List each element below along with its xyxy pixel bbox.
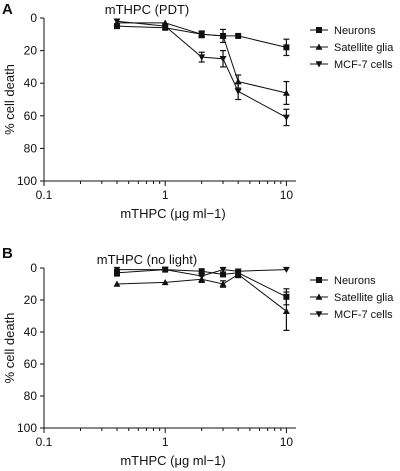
panel-b-legend: Neurons Satellite glia MCF-7 cells <box>310 275 394 321</box>
panel-a-series-mcf-7-cells-point <box>219 55 227 63</box>
panel-b-y-tick-label: 40 <box>24 325 38 339</box>
panel-a-y-axis-label: % cell death <box>2 64 17 135</box>
panel-a-series-mcf-7-cells <box>113 18 290 127</box>
panel-b-x-axis-label: mTHPC (μg ml−1) <box>120 453 225 468</box>
panel-b-y-tick-label: 0 <box>30 261 37 275</box>
panel-a-series-mcf-7-cells-point <box>198 54 206 61</box>
panel-b-series-mcf-7-cells-line <box>116 269 287 277</box>
panel-a-series-mcf-7-cells-line <box>116 20 287 118</box>
panel-a-series-mcf-7-cells-point <box>282 114 290 121</box>
panel-a-y-tick-label: 80 <box>24 141 38 155</box>
panel-a-y-tick-label: 60 <box>24 109 38 123</box>
panel-a-y-tick-label: 100 <box>17 174 37 188</box>
panel-a-series-satellite-glia-point <box>282 89 290 96</box>
panel-b-x-tick-label: 0.1 <box>36 435 53 449</box>
panel-b-series-satellite-glia-line <box>116 273 287 312</box>
panel-a-series-mcf-7-cells-point <box>161 23 169 30</box>
panel-b-series-satellite-glia-point <box>113 280 121 287</box>
panel-b-series-satellite-glia-point <box>161 278 169 286</box>
panel-b-series-mcf-7-cells-point <box>161 266 169 274</box>
panel-a-legend-marker <box>316 27 322 33</box>
panel-b-series-mcf-7-cells-point <box>113 266 121 274</box>
panel-b-series-satellite-glia-point <box>219 280 227 287</box>
panel-a-x-tick-label: 1 <box>162 188 169 202</box>
panel-a-series-satellite-glia-point <box>219 32 227 39</box>
panel-b-legend-marker <box>315 311 323 318</box>
panel-b-series-mcf-7-cells-point <box>282 266 290 274</box>
panel-a-legend-label: Satellite glia <box>334 42 394 54</box>
panel-a-x-tick-label: 0.1 <box>36 188 53 202</box>
panel-a-legend: Neurons Satellite glia MCF-7 cells <box>310 25 394 71</box>
panel-a-series-neurons-point <box>283 44 290 51</box>
panel-a-y-tick-label: 20 <box>24 44 38 58</box>
panel-b-series-neurons-point <box>198 268 205 275</box>
panel-b-y-axis-label: % cell death <box>2 313 17 384</box>
panel-b-series-mcf-7-cells-point <box>219 266 227 274</box>
panel-a-series-neurons <box>113 23 290 57</box>
panel-b-series-mcf-7-cells-point <box>234 268 242 275</box>
panel-a-legend-label: MCF-7 cells <box>334 59 393 71</box>
panel-b-title: mTHPC (no light) <box>97 252 197 267</box>
panel-a-y-tick-label: 0 <box>30 11 37 25</box>
panel-a-series-mcf-7-cells-point <box>113 18 121 25</box>
panel-b-legend-label: MCF-7 cells <box>334 309 393 321</box>
panel-b-letter: B <box>2 245 13 262</box>
panel-a-x-tick-label: 10 <box>280 188 294 202</box>
panel-a-series-neurons-point <box>113 23 120 30</box>
panel-a-letter: A <box>2 1 13 18</box>
panel-b-legend-label: Satellite glia <box>334 292 394 304</box>
panel-b-y-tick-label: 60 <box>24 357 38 371</box>
panel-b-legend-marker <box>316 277 322 283</box>
panel-b-y-tick-label: 80 <box>24 389 38 403</box>
panel-b-legend-marker <box>315 293 323 300</box>
panel-a-title: mTHPC (PDT) <box>105 2 190 17</box>
panel-b-legend-label: Neurons <box>334 275 376 287</box>
panel-b-series-neurons <box>113 266 290 306</box>
panel-a-legend-marker <box>315 61 323 68</box>
panel-a-x-axis-label: mTHPC (μg ml−1) <box>120 206 225 221</box>
panel-b-series-satellite-glia-point <box>282 307 290 314</box>
panel-b-series-satellite-glia <box>113 270 290 331</box>
panel-a-y-tick-label: 40 <box>24 76 38 90</box>
panel-a-series-satellite-glia-line <box>116 22 287 94</box>
panel-b-x-tick-label: 1 <box>162 435 169 449</box>
panel-a-series-mcf-7-cells-point <box>234 88 242 95</box>
panel-b-series-neurons-point <box>220 271 227 278</box>
panel-b-series-mcf-7-cells-point <box>198 273 206 280</box>
panel-a-series-satellite-glia-point <box>198 30 206 38</box>
panel-a-legend-label: Neurons <box>334 25 376 37</box>
panel-b-x-tick-label: 10 <box>280 435 294 449</box>
panel-a-legend-marker <box>315 43 323 50</box>
panel-b-y-tick-label: 20 <box>24 293 38 307</box>
panel-b-series-mcf-7-cells <box>113 266 290 280</box>
panel-b-y-tick-label: 100 <box>17 421 37 435</box>
panel-a-series-neurons-point <box>235 32 242 39</box>
